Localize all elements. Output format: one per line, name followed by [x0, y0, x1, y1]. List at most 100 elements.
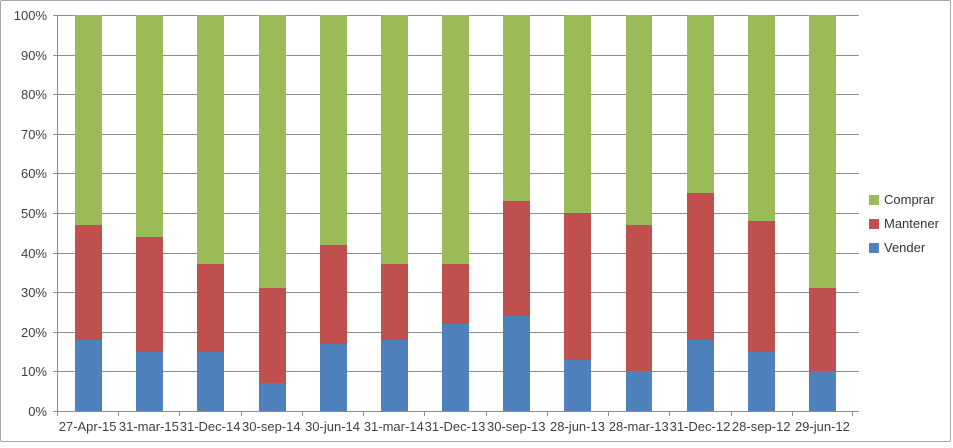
- bar-segment-comprar: [197, 15, 225, 265]
- bar-slot-31-mar-14: [364, 15, 425, 411]
- x-axis-category-label: 27-Apr-15: [58, 419, 117, 434]
- bar-segment-vender: [319, 343, 347, 411]
- x-axis-category-label: 31-mar-14: [363, 419, 424, 434]
- y-axis-labels: 0% 10% 20% 30% 40% 50% 60% 70% 80% 90% 100%: [1, 8, 47, 419]
- x-axis-category-label: 30-jun-14: [305, 419, 361, 434]
- legend-label: Comprar: [884, 192, 935, 207]
- bar-series-container: [58, 15, 853, 411]
- stacked-bar: [75, 15, 103, 411]
- legend-item-comprar: Comprar: [869, 192, 939, 207]
- bar-segment-comprar: [625, 15, 653, 225]
- stacked-bar: [625, 15, 653, 411]
- legend: Comprar Mantener Vender: [869, 192, 939, 255]
- stacked-bar: [686, 15, 714, 411]
- bar-slot-29-jun-12: [792, 15, 853, 411]
- x-axis-category-label: 30-sep-13: [486, 419, 546, 434]
- x-axis-category-label: 31-mar-15: [118, 419, 179, 434]
- bar-segment-mantener: [136, 236, 164, 352]
- bar-segment-mantener: [809, 288, 836, 372]
- bar-segment-vender: [686, 339, 714, 411]
- bar-segment-mantener: [442, 264, 469, 324]
- bar-slot-30-sep-14: [241, 15, 302, 411]
- legend-swatch-icon: [869, 194, 879, 205]
- stacked-bar: [136, 15, 164, 411]
- legend-item-vender: Vender: [869, 240, 939, 255]
- plot-area: [53, 15, 859, 412]
- bar-segment-vender: [380, 339, 408, 411]
- y-axis-tick-label: 100%: [13, 8, 47, 23]
- bar-segment-mantener: [319, 244, 347, 344]
- y-axis-tick-label: 40%: [20, 245, 47, 261]
- x-axis-category-label: 31-Dec-13: [424, 419, 486, 434]
- gridline-0: [53, 411, 859, 412]
- bar-segment-mantener: [686, 193, 714, 340]
- y-axis-tick-label: 50%: [20, 206, 47, 221]
- legend-swatch-icon: [869, 242, 879, 253]
- bar-slot-31-Dec-13: [425, 15, 486, 411]
- x-axis-category-label: 31-Dec-14: [179, 419, 241, 434]
- bar-segment-mantener: [380, 264, 408, 340]
- y-axis-tick-label: 10%: [20, 364, 47, 380]
- bar-slot-27-Apr-15: [58, 15, 119, 411]
- stacked-bar: [319, 15, 347, 411]
- x-axis-tick: [179, 411, 181, 416]
- x-axis-labels: 27-Apr-15 31-mar-15 31-Dec-14 30-sep-14 30-j…: [57, 419, 853, 434]
- x-axis-tick: [424, 411, 426, 416]
- x-axis-tick: [608, 411, 610, 416]
- bar-segment-comprar: [747, 15, 775, 221]
- x-axis-category-label: 28-sep-12: [731, 419, 791, 434]
- y-axis-tick-label: 80%: [20, 87, 47, 103]
- bar-slot-28-sep-12: [731, 15, 792, 411]
- stacked-bar: [380, 15, 408, 411]
- bar-segment-mantener: [625, 224, 653, 372]
- bar-slot-28-mar-13: [608, 15, 669, 411]
- bar-segment-comprar: [686, 15, 714, 194]
- bar-slot-31-mar-15: [119, 15, 180, 411]
- x-axis-tick: [240, 411, 242, 416]
- legend-swatch-icon: [869, 218, 879, 229]
- bar-segment-comprar: [380, 15, 408, 265]
- y-axis-tick-label: 20%: [20, 324, 47, 340]
- x-axis-category-label: 30-sep-14: [242, 419, 301, 434]
- bar-segment-comprar: [319, 15, 347, 245]
- bar-segment-mantener: [503, 201, 531, 316]
- bar-segment-mantener: [197, 264, 225, 352]
- y-axis-line: [57, 15, 58, 412]
- y-axis-tick-label: 30%: [20, 285, 47, 301]
- bar-segment-mantener: [258, 288, 286, 384]
- bar-segment-vender: [75, 339, 103, 411]
- bar-slot-30-jun-14: [303, 15, 364, 411]
- bar-segment-comprar: [564, 15, 592, 213]
- bar-segment-mantener: [75, 224, 103, 340]
- bar-segment-vender: [197, 351, 225, 411]
- x-axis-tick: [791, 411, 793, 416]
- bar-segment-vender: [564, 359, 592, 411]
- bar-segment-comprar: [75, 15, 103, 225]
- x-axis-category-label: 28-mar-13: [608, 419, 669, 434]
- stacked-bar: [197, 15, 225, 411]
- bar-segment-vender: [747, 351, 775, 411]
- stacked-bar: [503, 15, 531, 411]
- bar-segment-comprar: [136, 15, 164, 237]
- y-axis-tick-label: 60%: [20, 166, 47, 182]
- bar-segment-vender: [136, 351, 164, 411]
- x-axis-category-label: 28-jun-13: [550, 419, 605, 434]
- y-axis-tick-label: 0%: [28, 404, 47, 419]
- x-axis-tick: [57, 411, 58, 416]
- bar-slot-28-jun-13: [547, 15, 608, 411]
- stacked-bar: [564, 15, 592, 411]
- y-axis-tick-label: 70%: [20, 126, 47, 142]
- stacked-bar: [809, 15, 836, 411]
- bar-segment-vender: [503, 315, 531, 411]
- x-axis-tick: [118, 411, 120, 416]
- x-axis-tick: [301, 411, 303, 416]
- x-axis-tick: [669, 411, 671, 416]
- bar-segment-comprar: [442, 15, 469, 265]
- x-axis-ticks: [57, 411, 853, 416]
- bar-segment-mantener: [564, 213, 592, 360]
- stacked-bar: [442, 15, 469, 411]
- x-axis-tick: [546, 411, 548, 416]
- x-axis-category-label: 29-jun-12: [794, 419, 850, 434]
